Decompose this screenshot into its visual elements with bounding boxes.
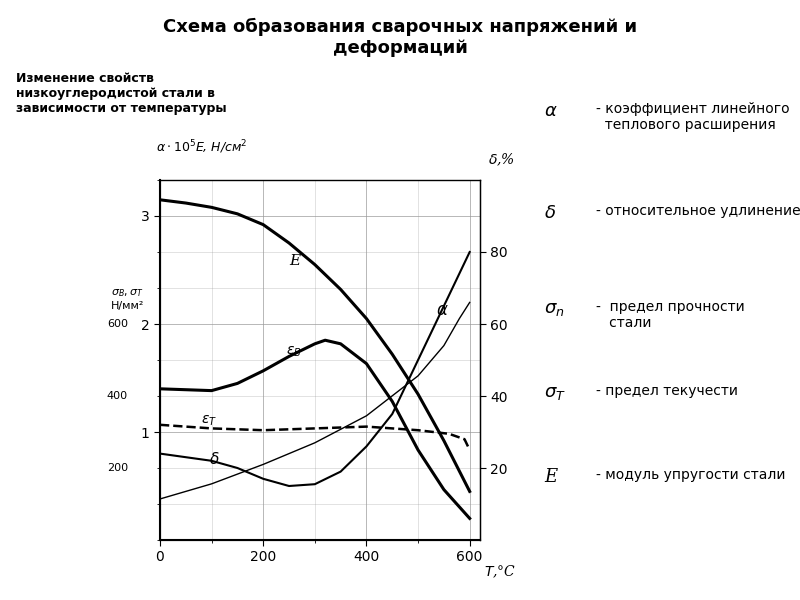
Text: $\alpha$: $\alpha$ (544, 102, 558, 120)
Text: $\varepsilon_B$: $\varepsilon_B$ (286, 344, 302, 359)
Text: - относительное удлинение: - относительное удлинение (596, 204, 800, 218)
Text: E: E (289, 254, 300, 268)
Text: 200: 200 (107, 463, 128, 473)
Text: $T$,°C: $T$,°C (484, 564, 516, 580)
Text: - коэффициент линейного
  теплового расширения: - коэффициент линейного теплового расшир… (596, 102, 790, 132)
Text: Изменение свойств
низкоуглеродистой стали в
зависимости от температуры: Изменение свойств низкоуглеродистой стал… (16, 72, 226, 115)
Text: $\sigma_T$: $\sigma_T$ (544, 384, 566, 402)
Text: - предел текучести: - предел текучести (596, 384, 738, 398)
Text: $\sigma_n$: $\sigma_n$ (544, 300, 565, 318)
Text: - модуль упругости стали: - модуль упругости стали (596, 468, 786, 482)
Text: $\delta$,%: $\delta$,% (488, 152, 515, 168)
Text: -  предел прочности
   стали: - предел прочности стали (596, 300, 745, 330)
Text: 600: 600 (107, 319, 128, 329)
Text: 400: 400 (107, 391, 128, 401)
Text: E: E (544, 468, 557, 486)
Text: $\delta$: $\delta$ (544, 204, 556, 222)
Text: $\delta$: $\delta$ (209, 451, 220, 467)
Text: $\varepsilon_T$: $\varepsilon_T$ (202, 413, 218, 428)
Text: Схема образования сварочных напряжений и
деформаций: Схема образования сварочных напряжений и… (163, 18, 637, 57)
Text: $\alpha\cdot10^5E$, Н/см$^2$: $\alpha\cdot10^5E$, Н/см$^2$ (156, 139, 247, 156)
Text: $\alpha$: $\alpha$ (436, 302, 449, 319)
Text: $\sigma_B,\sigma_T$
Н/мм²: $\sigma_B,\sigma_T$ Н/мм² (110, 287, 144, 311)
